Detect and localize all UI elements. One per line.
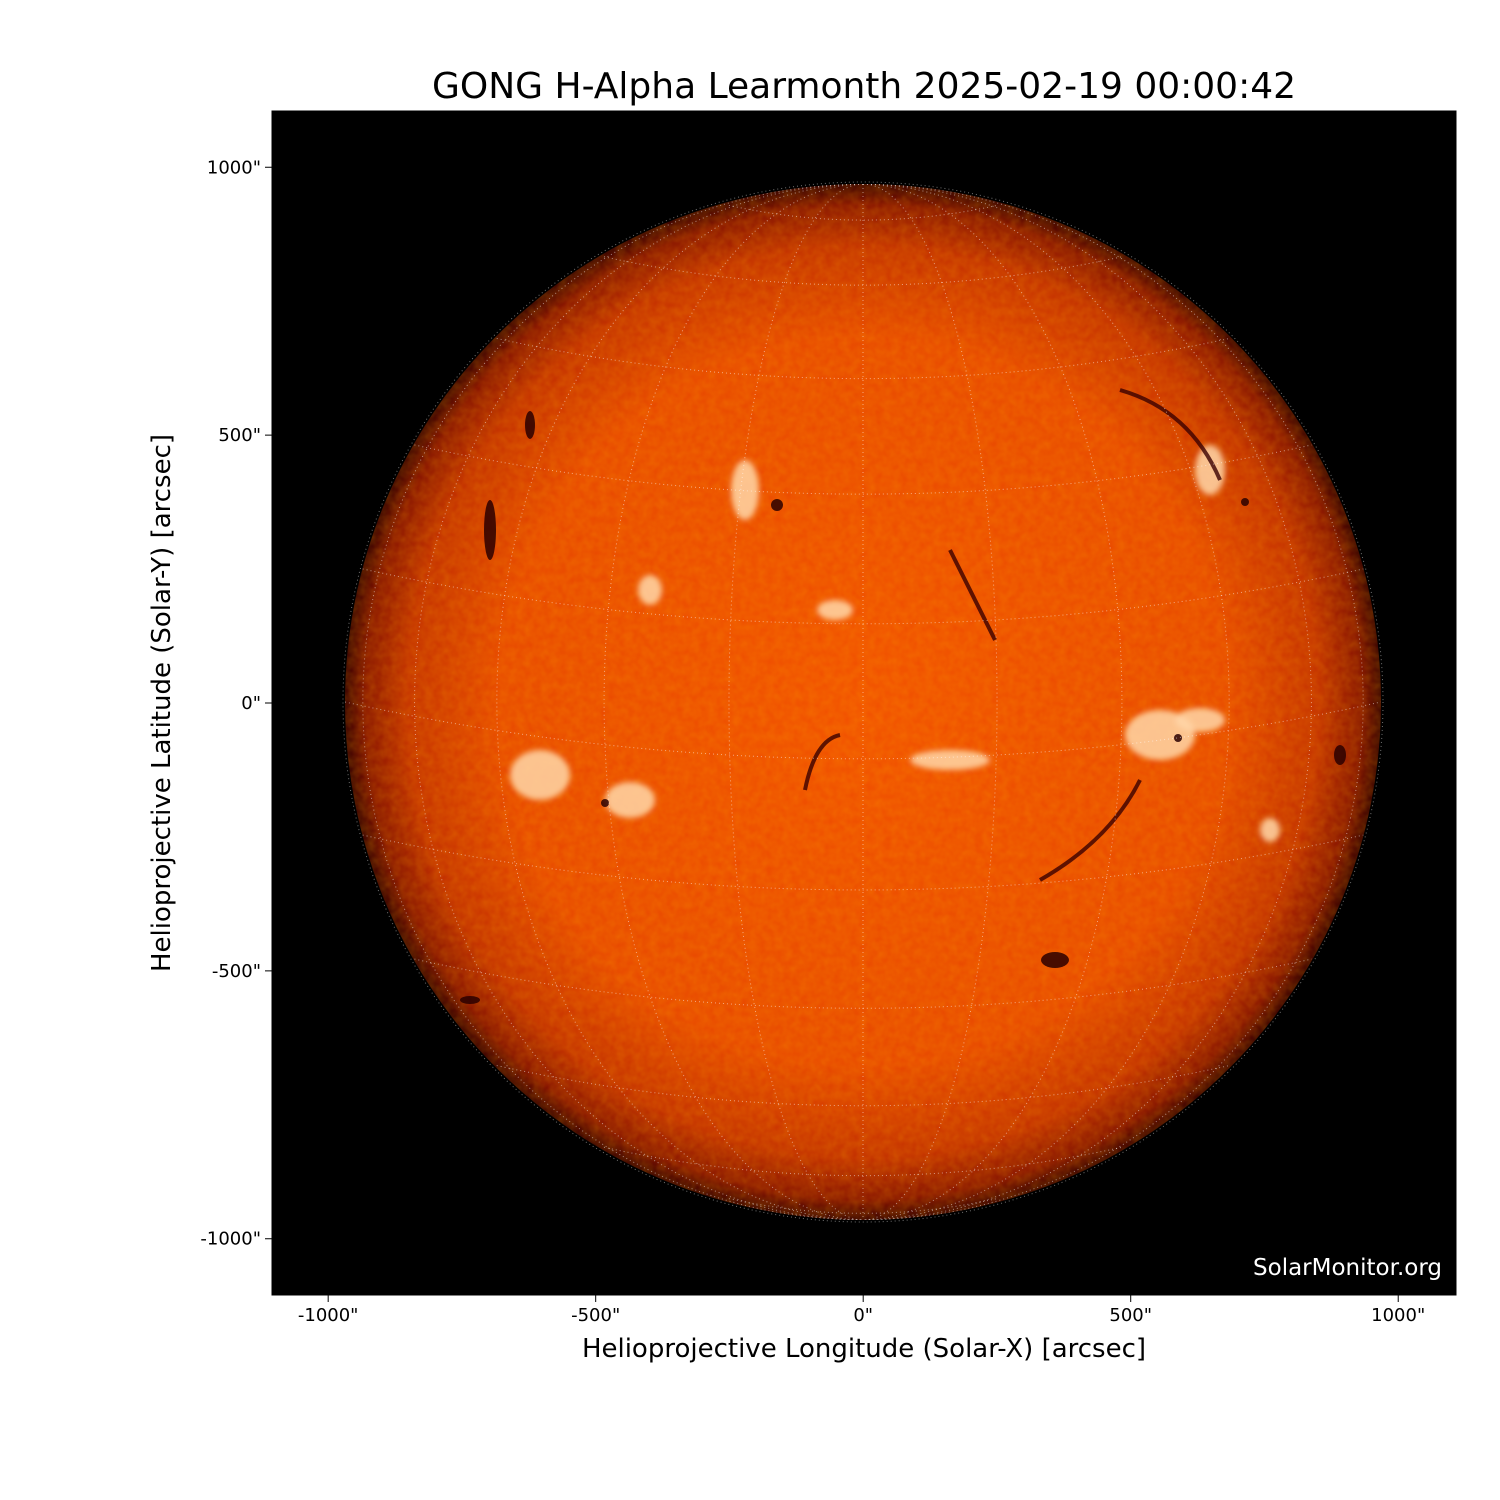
plage-regions bbox=[510, 445, 1280, 842]
meridian-line bbox=[862, 184, 998, 1220]
meridian-line bbox=[496, 184, 864, 1220]
y-tick-label: 0" bbox=[241, 693, 261, 714]
dark-feature bbox=[484, 500, 496, 560]
plot-title: GONG H-Alpha Learmonth 2025-02-19 00:00:… bbox=[432, 66, 1296, 107]
meridian-line bbox=[862, 184, 1230, 1220]
x-tick-label: -500" bbox=[571, 1305, 620, 1326]
dark-feature bbox=[460, 996, 480, 1004]
dark-feature bbox=[1041, 952, 1069, 968]
axis-ticks: -1000" -500" 0" 500" 1000" 1000" 500" 0" -500" -1… bbox=[200, 110, 1457, 1326]
x-tick-label: 0" bbox=[853, 1305, 873, 1326]
meridian-line bbox=[862, 184, 1364, 1220]
parallel-line bbox=[362, 568, 1364, 625]
meridian-line bbox=[413, 184, 864, 1220]
x-tick-label: 1000" bbox=[1371, 1305, 1425, 1326]
filament bbox=[948, 549, 997, 641]
plage-region bbox=[605, 782, 655, 818]
heliographic-grid bbox=[345, 184, 1381, 1220]
dark-feature bbox=[1241, 498, 1249, 506]
axes-frame bbox=[271, 110, 1457, 1296]
parallel-line bbox=[362, 834, 1364, 891]
dark-feature bbox=[1334, 745, 1346, 765]
plage-region bbox=[817, 600, 853, 620]
limb-outline bbox=[342, 181, 1384, 1223]
plage-region bbox=[731, 460, 759, 520]
y-tick-label: -1000" bbox=[200, 1229, 261, 1250]
dark-feature bbox=[771, 499, 783, 511]
filament bbox=[1039, 779, 1142, 882]
dark-feature bbox=[525, 411, 535, 439]
plage-region bbox=[510, 750, 570, 800]
meridian-line bbox=[862, 184, 1313, 1220]
plage-region bbox=[910, 750, 990, 770]
parallel-line bbox=[603, 256, 1123, 286]
y-tick-label: 500" bbox=[218, 425, 261, 446]
meridian-line bbox=[362, 184, 864, 1220]
parallel-line bbox=[414, 444, 1312, 495]
dark-feature bbox=[601, 799, 609, 807]
dark-feature bbox=[1174, 734, 1182, 742]
filaments bbox=[460, 388, 1346, 1004]
watermark: SolarMonitor.org bbox=[1253, 1255, 1442, 1281]
x-tick-label: 500" bbox=[1109, 1305, 1152, 1326]
parallel-line bbox=[414, 958, 1312, 1009]
meridian-line bbox=[728, 184, 864, 1220]
plage-region bbox=[1260, 818, 1280, 842]
y-tick-label: 1000" bbox=[207, 157, 261, 178]
filament bbox=[803, 733, 841, 791]
plage-region bbox=[638, 575, 662, 605]
x-axis-label: Helioprojective Longitude (Solar-X) [arc… bbox=[581, 1334, 1147, 1364]
plage-region bbox=[1195, 445, 1225, 495]
plage-region bbox=[1175, 708, 1225, 732]
y-axis-label: Helioprojective Latitude (Solar-Y) [arcs… bbox=[147, 433, 177, 973]
x-tick-label: -1000" bbox=[298, 1305, 359, 1326]
y-tick-label: -500" bbox=[212, 961, 261, 982]
parallel-line bbox=[603, 1146, 1123, 1177]
filament bbox=[1119, 388, 1222, 481]
